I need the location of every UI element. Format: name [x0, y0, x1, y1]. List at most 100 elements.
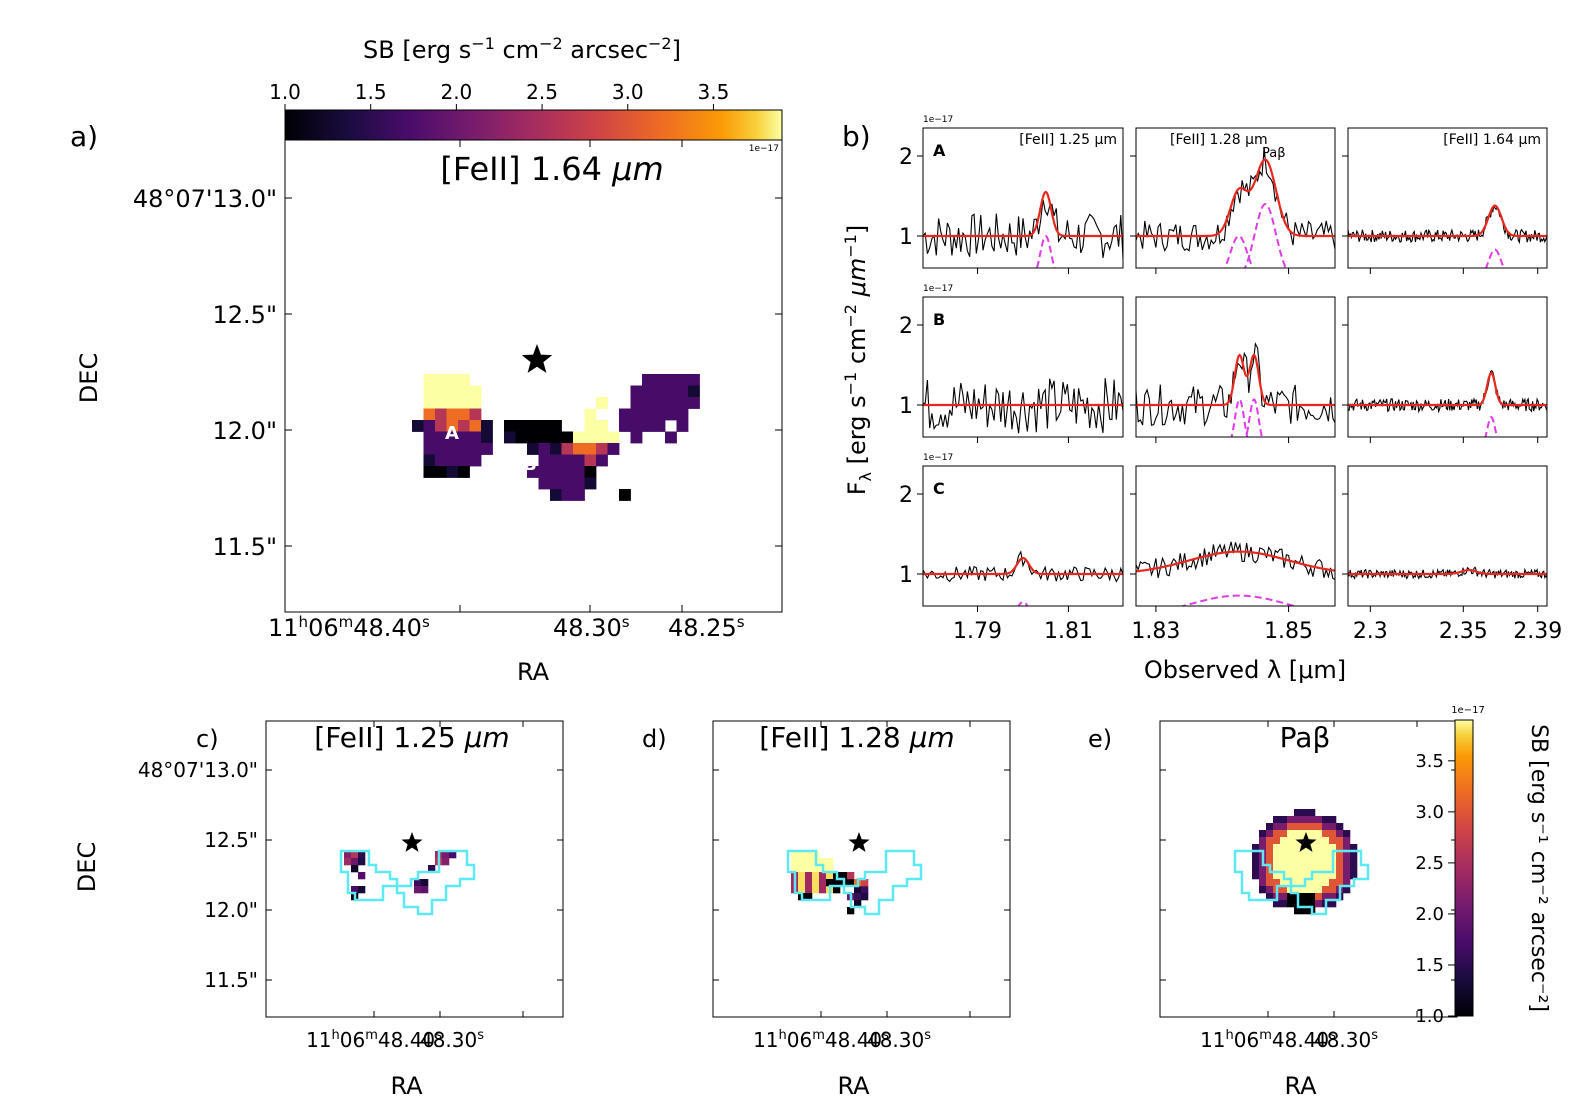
map-a-pixel: [423, 397, 436, 409]
spectrum-C-2: 1.83 1.85: [1130, 465, 1336, 644]
map-a-pixel: [676, 420, 689, 432]
map-a-pixel: [446, 374, 459, 386]
fit-component: [1245, 398, 1263, 437]
panel-b-ylabel: Fλ [erg s−1 cm−2 μm−1]: [841, 225, 875, 496]
panel-e-pixel: [1294, 844, 1302, 852]
panel-d-pixel: [798, 858, 806, 866]
panel-e-pixel: [1329, 837, 1337, 845]
panel-c-letter: c): [196, 725, 219, 753]
small-ylabel: DEC: [73, 842, 101, 892]
panel-e-pixel: [1294, 809, 1302, 817]
map-a-pixel: [561, 477, 574, 490]
panel-e-pixel: [1322, 893, 1330, 901]
panel-e-pixel: [1273, 900, 1281, 908]
panel-e-pixel: [1273, 865, 1281, 873]
fit-component: [1243, 202, 1287, 268]
panel-e-pixel: [1322, 844, 1330, 852]
small-dec-label: 12.0": [204, 898, 258, 922]
spectrum-frame: [1347, 127, 1548, 269]
panel-e-pixel: [1308, 900, 1316, 908]
small-ra-label-1: 11h06m48.40s: [753, 1028, 889, 1052]
map-a-pixel: [435, 454, 447, 467]
panel-c-pixel: [421, 886, 429, 894]
colorbar-main-tick-label: 1.5: [355, 80, 387, 104]
panel-e-pixel: [1329, 886, 1337, 894]
panel-d-pixel: [847, 872, 855, 880]
fit-component: [1230, 397, 1249, 437]
map-a-pixel: [630, 431, 643, 444]
small-ra-label-2: 48.30s: [1314, 1028, 1378, 1052]
map-a-pixel: [423, 431, 436, 444]
panel-d-pixel: [798, 865, 806, 873]
colorbar-right-gradient: [1454, 719, 1474, 1017]
panel-d-pixel: [847, 907, 855, 915]
map-a-pixel: [584, 454, 597, 467]
map-a-pixel: [607, 443, 620, 455]
map-a-pixel: [596, 443, 608, 455]
panel-e-pixel: [1301, 830, 1309, 838]
panel-d-pixel: [812, 865, 820, 873]
panel-b-xlabel: Observed λ [μm]: [1144, 656, 1346, 684]
map-a-pixel: [607, 431, 620, 444]
panel-e-pixel: [1308, 816, 1316, 824]
panel-e-pixel: [1266, 837, 1274, 845]
panel-e-pixel: [1273, 830, 1281, 838]
fit-model: [923, 190, 1123, 238]
panel-e-pixel: [1294, 830, 1302, 838]
fit-model: [1348, 568, 1547, 576]
map-a-pixel: [458, 431, 470, 444]
panel-e-pixel: [1315, 872, 1323, 880]
map-a-pixel: [527, 431, 539, 444]
map-a-pixel: [435, 385, 447, 398]
panel-e-pixel: [1343, 858, 1351, 866]
map-a-pixel: [642, 385, 654, 398]
fit-component: [1179, 594, 1299, 606]
panel-d-pixel: [861, 886, 869, 894]
spectrum-ytick-label: 2: [899, 145, 913, 170]
spectrum-col-title: [FeII] 1.25 μm: [1019, 132, 1117, 148]
spectrum-frame: [922, 465, 1124, 607]
map-a-pixel: [469, 397, 482, 409]
panel-e-pixel: [1343, 865, 1351, 873]
panel-c-map: 48°07'13.0" 12.5" 12.0" 11.5" 11h06m48.40s48…: [138, 720, 564, 1100]
map-a-pixel: [469, 385, 482, 398]
panel-e-pixel: [1301, 858, 1309, 866]
small-dec-label: 11.5": [204, 968, 258, 992]
panel-e-pixel: [1287, 851, 1295, 859]
map-a-pixel: [676, 408, 689, 421]
panel-e-pixel: [1287, 893, 1295, 901]
spectrum-A-1: 1 2 1e−17 A [FeII] 1.25 μm: [899, 115, 1124, 274]
panel-e-pixel: [1273, 823, 1281, 831]
map-a-pixel: [596, 454, 608, 467]
panel-e-pixel: [1273, 844, 1281, 852]
panel-a-dec-label: 11.5": [213, 533, 277, 561]
panel-e-pixel: [1315, 830, 1323, 838]
spectrum-frame: [1135, 127, 1336, 269]
panel-a-title: [FeII] 1.64 μm: [440, 150, 663, 188]
panel-e-pixel: [1266, 851, 1274, 859]
fit-component: [1223, 234, 1254, 268]
map-a-pixel: [469, 408, 482, 421]
fit-model: [1136, 550, 1335, 573]
map-a-pixel: [446, 408, 459, 421]
map-a-pixel: [688, 397, 700, 409]
panel-d-pixel: [805, 865, 813, 873]
map-a-pixel: [458, 466, 470, 478]
map-a-pixel: [665, 397, 677, 409]
map-a-pixel: [584, 477, 597, 490]
panel-e-pixel: [1273, 837, 1281, 845]
panel-e-pixel: [1280, 900, 1288, 908]
panel-e-pixel: [1280, 830, 1288, 838]
panel-e-pixel: [1350, 851, 1358, 859]
spectrum-ytick-label: 2: [899, 483, 913, 508]
map-a-pixel: [515, 420, 528, 432]
small-xlabel: RA: [837, 1072, 870, 1100]
panel-e-pixel: [1301, 907, 1309, 915]
map-a-pixel: [538, 477, 551, 490]
panel-d-title: [FeII] 1.28 μm: [759, 721, 954, 754]
panel-e-pixel: [1315, 865, 1323, 873]
map-a-pixel: [584, 420, 597, 432]
panel-e-pixel: [1308, 830, 1316, 838]
panel-a-dec-label: 12.0": [213, 417, 277, 445]
